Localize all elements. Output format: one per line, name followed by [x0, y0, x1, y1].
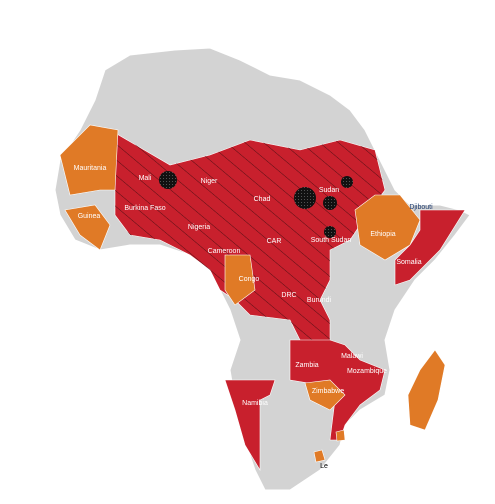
country-label: Cameroon: [208, 248, 241, 255]
guinea-shape: [64, 204, 111, 251]
hotspot: [323, 196, 337, 210]
country-label: Zimbabwe: [312, 388, 344, 395]
ethiopia-shape: [354, 194, 421, 261]
country-label: Mali: [139, 175, 152, 182]
hatching: [110, 130, 385, 345]
country-label: Le: [320, 463, 328, 470]
country-label: Namibia: [242, 400, 268, 407]
country-label: Guinea: [78, 213, 101, 220]
country-label: Burkina Faso: [124, 205, 165, 212]
country-label: Chad: [254, 196, 271, 203]
country-label: South Sudan: [311, 237, 352, 244]
country-label: Nigeria: [188, 224, 210, 231]
zimbabwe-shape: [304, 379, 346, 411]
country-label: Zambia: [295, 362, 318, 369]
country-label: Somalia: [396, 259, 421, 266]
country-label: Mozambique: [347, 368, 387, 375]
hotspot: [341, 176, 353, 188]
country-label: CAR: [267, 238, 282, 245]
country-label: Congo: [239, 276, 260, 283]
hotspot: [294, 187, 316, 209]
country-label: Djibouti: [409, 204, 433, 211]
madagascar-shape: [407, 349, 446, 431]
country-label: Sudan: [319, 187, 339, 194]
small-territory: [335, 429, 346, 442]
country-label: Mauritania: [74, 165, 107, 172]
somalia-shape: [394, 209, 466, 286]
mauritania-shape: [59, 124, 119, 196]
country-label: Ethiopia: [370, 231, 395, 238]
country-label: Malawi: [341, 353, 363, 360]
namibia-shape: [224, 379, 276, 472]
hotspot: [324, 226, 336, 238]
small-territory: [313, 449, 326, 463]
country-label: Niger: [201, 178, 218, 185]
congo-shape: [224, 254, 256, 306]
country-label: Burundi: [307, 297, 332, 304]
country-label: DRC: [281, 292, 296, 299]
hotspot: [159, 171, 177, 189]
